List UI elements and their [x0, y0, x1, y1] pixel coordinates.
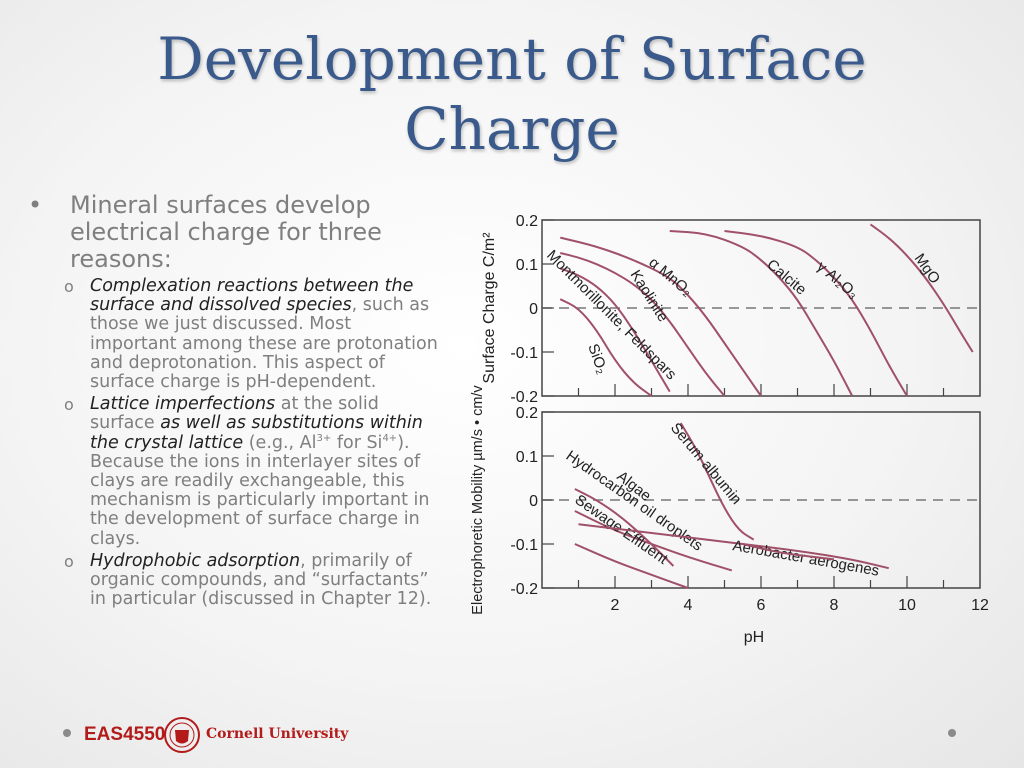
plain-text: , primarily of organic compounds, and “s…	[90, 550, 432, 610]
x-tick-label: 2	[611, 597, 620, 614]
plain-text: for Si	[331, 432, 383, 453]
series-label: MgO	[911, 251, 944, 287]
plain-text: ). Because the ions in interlayer sites …	[90, 432, 430, 549]
y-tick-label: 0.2	[516, 405, 538, 422]
bullet-marker: •	[28, 191, 43, 219]
series-line	[578, 523, 889, 570]
series-line	[559, 298, 653, 397]
x-tick-label: 6	[757, 597, 766, 614]
x-axis-label: pH	[744, 629, 764, 646]
y-tick-label: 0	[529, 493, 538, 510]
y-axis-label: Electrophoretic Mobility µm/s • cm/v	[470, 385, 486, 615]
series-line	[574, 510, 733, 572]
university-name: Cornell University	[206, 726, 349, 742]
y-tick-label: -0.2	[510, 389, 538, 406]
series-line	[559, 267, 671, 393]
series-label: Aerobacter aerogenes	[731, 537, 880, 580]
series-line	[724, 230, 908, 397]
series-line	[669, 230, 854, 397]
plot-frame	[541, 411, 981, 589]
y-tick-label: 0.1	[516, 449, 538, 466]
y-tick-label: -0.1	[510, 345, 538, 362]
sub-bullet-marker: o	[64, 551, 74, 571]
footer-dot-right	[948, 729, 956, 737]
course-code: EAS4550	[84, 724, 166, 745]
footer	[0, 712, 1024, 756]
sub-bullet-marker: o	[64, 277, 74, 296]
main-bullet: • Mineral surfaces develop electrical ch…	[22, 192, 442, 273]
superscript: 3+	[316, 432, 332, 444]
emphasis-text: Lattice imperfections	[90, 394, 276, 415]
plain-text: (e.g., Al	[243, 432, 317, 453]
sub-bullet-hydrophobic: o Hydrophobic adsorption, primarily of o…	[64, 550, 442, 610]
superscript: 4+	[382, 432, 398, 444]
cornell-seal-icon	[164, 717, 200, 753]
y-tick-label: 0.2	[516, 213, 538, 230]
sub-bullet-complexation: o Complexation reactions between the sur…	[64, 276, 442, 393]
series-line	[560, 236, 762, 397]
body-text: • Mineral surfaces develop electrical ch…	[22, 192, 442, 612]
series-label: γ Al₂O₃	[813, 258, 861, 302]
chart-panel-2: 0.2 0.1 0 -0.1 -0.2 2 4 6 8 10 12 Electrophoretic M…	[470, 385, 989, 646]
emphasis-text: Hydrophobic adsorption	[90, 550, 301, 571]
plain-text: , such as those we just discussed. Most …	[90, 295, 438, 393]
series-label: Calcite	[763, 256, 809, 299]
sub-bullet-lattice: o Lattice imperfections at the solid sur…	[64, 395, 442, 549]
y-axis-label: Surface Charge C/m²	[481, 232, 498, 384]
series-line	[742, 543, 835, 561]
y-tick-label: -0.1	[510, 537, 538, 554]
main-bullet-text: Mineral surfaces develop electrical char…	[70, 191, 382, 273]
series-label: Serum albumin	[667, 420, 745, 508]
series-line	[679, 422, 755, 541]
y-tick-label: 0	[529, 301, 538, 318]
y-tick-label: 0.1	[516, 257, 538, 274]
series-line	[560, 252, 726, 397]
x-tick-label: 10	[898, 597, 916, 614]
x-tick-label: 4	[684, 597, 693, 614]
series-line	[574, 543, 689, 589]
sub-bullet-marker: o	[64, 395, 74, 415]
page-title: Development of Surface Charge	[157, 25, 867, 163]
plain-text: at the solid surface	[90, 394, 379, 434]
sub-bullet-text: Complexation reactions between the surfa…	[90, 276, 442, 393]
x-tick-label: 8	[830, 597, 839, 614]
sub-bullet-text: Hydrophobic adsorption, primarily of org…	[90, 550, 442, 610]
y-tick-label: -0.2	[510, 581, 538, 598]
sub-bullet-text: Lattice imperfections at the solid surfa…	[90, 395, 442, 549]
x-tick-label: 12	[971, 597, 989, 614]
emphasis-text: Complexation reactions between the surfa…	[90, 276, 414, 316]
emphasis-text: as well as substitutions within the crys…	[90, 413, 423, 453]
footer-dot-left	[63, 729, 71, 737]
series-line	[574, 488, 675, 567]
sub-bullet-list: o Complexation reactions between the sur…	[64, 276, 442, 610]
series-line	[869, 223, 974, 353]
